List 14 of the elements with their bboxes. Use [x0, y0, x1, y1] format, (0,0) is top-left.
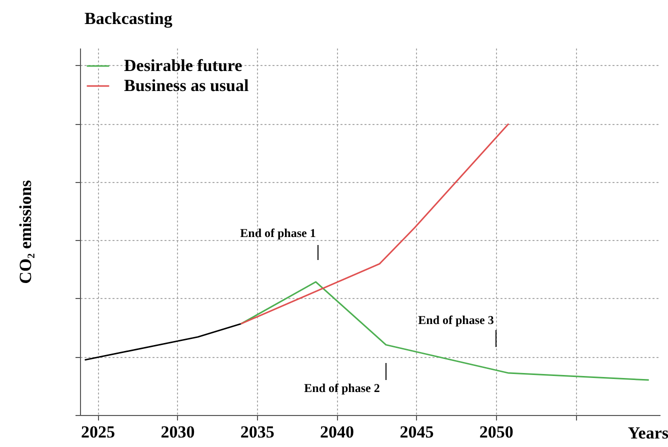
x-tick-label: 2045 [400, 422, 434, 442]
x-tick-label: 2030 [160, 422, 195, 442]
legend-label: Business as usual [124, 76, 250, 95]
annotation: End of phase 2 [304, 381, 380, 395]
x-tick-label: 2050 [479, 422, 514, 442]
chart-title: Backcasting [84, 9, 173, 28]
x-tick-label: 2035 [240, 422, 274, 442]
y-axis-title: CO₂ emissions [16, 180, 35, 284]
x-axis-title: Years [628, 424, 668, 442]
x-tick-label: 2025 [81, 422, 116, 442]
legend-label: Desirable future [124, 56, 243, 75]
annotation: End of phase 1 [240, 226, 316, 240]
annotation: End of phase 3 [418, 313, 494, 327]
x-tick-label: 2040 [320, 422, 354, 442]
